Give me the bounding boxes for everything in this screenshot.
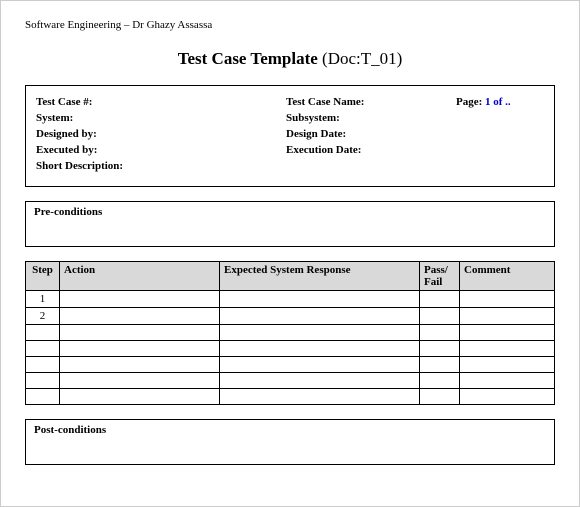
comment-cell (460, 291, 555, 308)
action-cell (60, 373, 220, 389)
preconditions-box: Pre-conditions (25, 201, 555, 247)
steps-header-row: Step Action Expected System Response Pas… (26, 262, 555, 291)
document-title: Test Case Template (Doc:T_01) (25, 49, 555, 69)
steps-body: 1 2 (26, 291, 555, 405)
page-indicator: Page: 1 of .. (456, 96, 544, 108)
test-case-name-label: Test Case Name: (286, 96, 456, 108)
passfail-cell (420, 291, 460, 308)
passfail-cell (420, 308, 460, 325)
comment-cell (460, 325, 555, 341)
meta-row-3: Designed by: Design Date: (36, 128, 544, 140)
short-desc-label: Short Description: (36, 160, 286, 172)
col-action-header: Action (60, 262, 220, 291)
table-row (26, 325, 555, 341)
design-date-label: Design Date: (286, 128, 456, 140)
designed-by-label: Designed by: (36, 128, 286, 140)
response-cell (220, 308, 420, 325)
course-header: Software Engineering – Dr Ghazy Assassa (25, 19, 555, 31)
table-row (26, 341, 555, 357)
step-cell: 2 (26, 308, 60, 325)
passfail-cell (420, 373, 460, 389)
steps-table: Step Action Expected System Response Pas… (25, 261, 555, 405)
step-cell (26, 389, 60, 405)
response-cell (220, 325, 420, 341)
meta-row-5: Short Description: (36, 160, 544, 172)
comment-cell (460, 341, 555, 357)
response-cell (220, 389, 420, 405)
step-cell: 1 (26, 291, 60, 308)
page-value: 1 of .. (485, 96, 511, 108)
action-cell (60, 341, 220, 357)
meta-row-4: Executed by: Execution Date: (36, 144, 544, 156)
system-label: System: (36, 112, 286, 124)
title-main: Test Case Template (178, 49, 318, 68)
meta-row-2: System: Subsystem: (36, 112, 544, 124)
executed-by-label: Executed by: (36, 144, 286, 156)
comment-cell (460, 308, 555, 325)
step-cell (26, 357, 60, 373)
preconditions-label: Pre-conditions (34, 206, 102, 218)
action-cell (60, 308, 220, 325)
passfail-cell (420, 357, 460, 373)
action-cell (60, 357, 220, 373)
action-cell (60, 389, 220, 405)
step-cell (26, 341, 60, 357)
meta-row-1: Test Case #: Test Case Name: Page: 1 of … (36, 96, 544, 108)
title-doc-id: (Doc:T_01) (322, 49, 402, 68)
response-cell (220, 341, 420, 357)
col-comment-header: Comment (460, 262, 555, 291)
table-row: 1 (26, 291, 555, 308)
step-cell (26, 373, 60, 389)
execution-date-label: Execution Date: (286, 144, 456, 156)
response-cell (220, 373, 420, 389)
col-step-header: Step (26, 262, 60, 291)
table-row (26, 357, 555, 373)
passfail-cell (420, 389, 460, 405)
comment-cell (460, 389, 555, 405)
comment-cell (460, 373, 555, 389)
meta-info-box: Test Case #: Test Case Name: Page: 1 of … (25, 85, 555, 187)
postconditions-box: Post-conditions (25, 419, 555, 465)
document-page: Software Engineering – Dr Ghazy Assassa … (0, 0, 580, 507)
comment-cell (460, 357, 555, 373)
passfail-cell (420, 325, 460, 341)
col-passfail-header: Pass/ Fail (420, 262, 460, 291)
table-row: 2 (26, 308, 555, 325)
response-cell (220, 357, 420, 373)
test-case-num-label: Test Case #: (36, 96, 286, 108)
page-label: Page: (456, 96, 482, 108)
passfail-cell (420, 341, 460, 357)
action-cell (60, 325, 220, 341)
step-cell (26, 325, 60, 341)
response-cell (220, 291, 420, 308)
postconditions-label: Post-conditions (34, 424, 106, 436)
table-row (26, 389, 555, 405)
table-row (26, 373, 555, 389)
subsystem-label: Subsystem: (286, 112, 456, 124)
action-cell (60, 291, 220, 308)
col-response-header: Expected System Response (220, 262, 420, 291)
